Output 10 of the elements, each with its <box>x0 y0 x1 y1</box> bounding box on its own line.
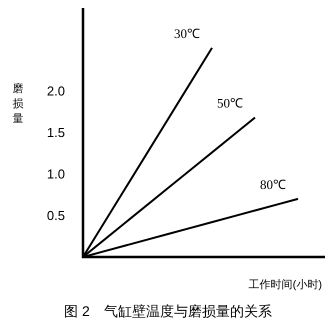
series-label: 50℃ <box>217 96 243 111</box>
text: 图 2 气缸壁温度与磨损量的关系 <box>64 303 272 319</box>
x-axis-title: 工作时间(小时) <box>248 278 322 291</box>
y-tick-label: 0.5 <box>46 208 65 224</box>
series-label: 80℃ <box>260 176 286 192</box>
y-tick-label: 1.5 <box>46 125 65 140</box>
y-axis-title: 磨损量 <box>12 82 24 125</box>
series-label: 30℃ <box>174 26 200 41</box>
y-tick-label: 1.0 <box>46 166 65 182</box>
y-tick-label: 2.0 <box>46 84 65 99</box>
